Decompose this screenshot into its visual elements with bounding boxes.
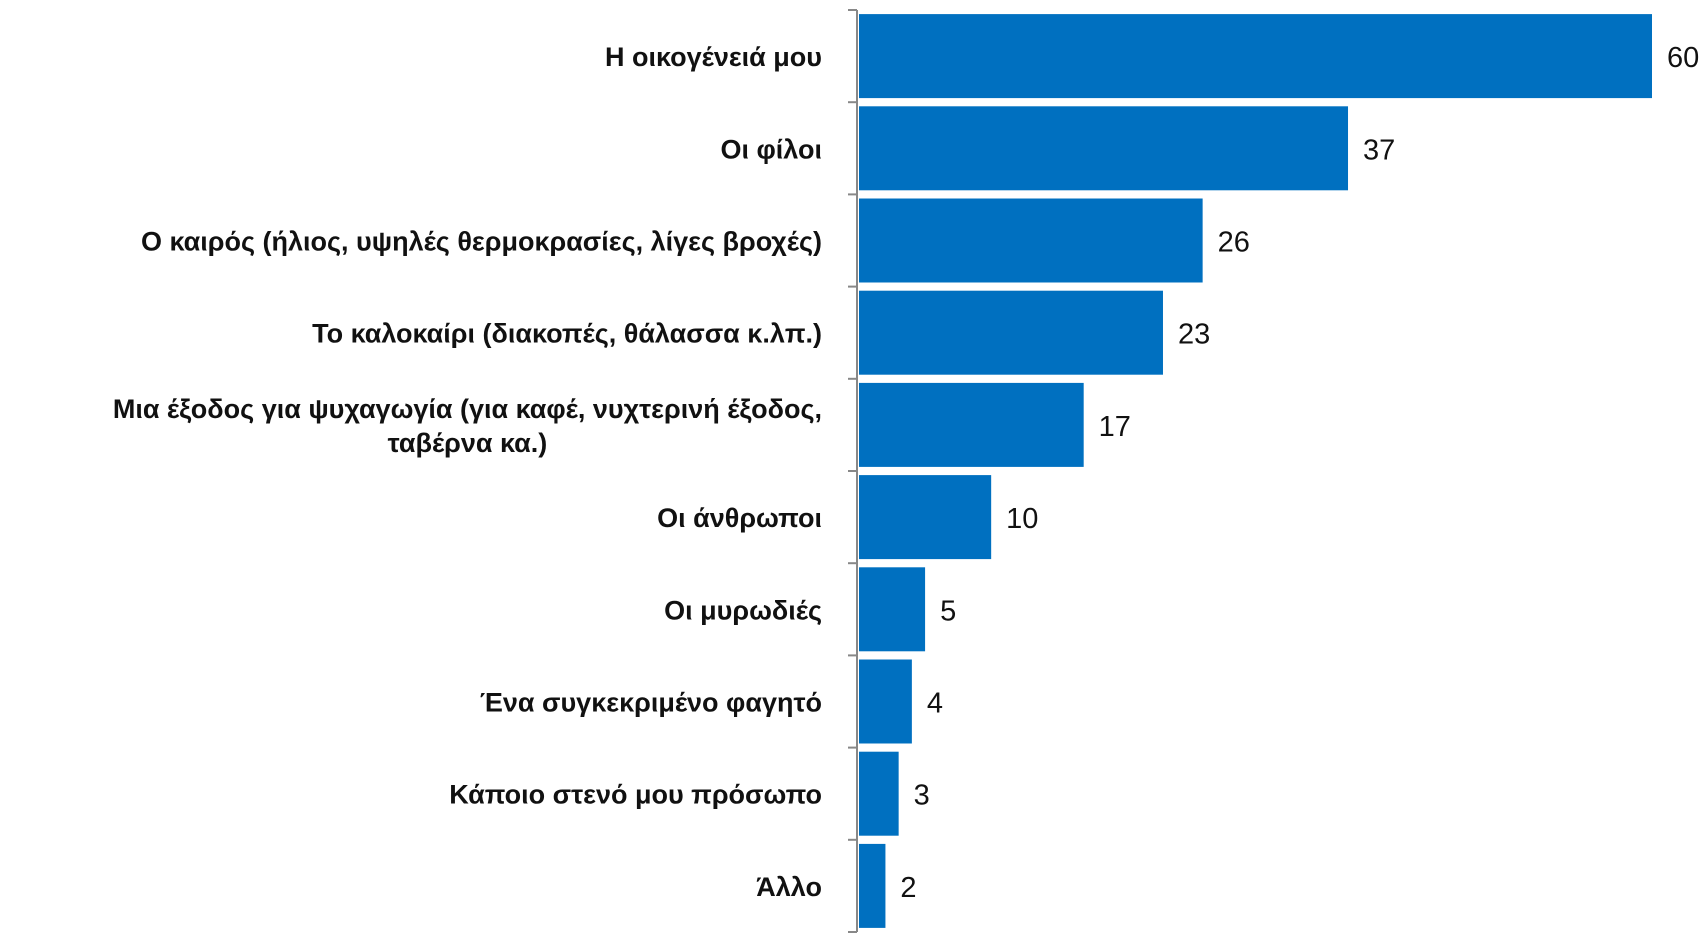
bar [859,567,926,652]
bar [859,751,899,836]
category-label: Οι φίλοι [720,134,822,164]
bar [859,843,886,928]
category-label: Μια έξοδος για ψυχαγωγία (για καφέ, νυχτ… [113,394,822,458]
category-label: Οι άνθρωποι [657,503,822,533]
category-label: Το καλοκαίρι (διακοπές, θάλασσα κ.λπ.) [312,319,822,349]
value-label: 26 [1218,227,1250,259]
category-label: Οι μυρωδιές [664,595,822,625]
value-label: 4 [927,688,943,720]
category-label: Ο καιρός (ήλιος, υψηλές θερμοκρασίες, λί… [141,227,822,257]
value-label: 60 [1667,42,1699,74]
bar [859,198,1203,283]
value-label: 5 [940,595,956,627]
value-label: 37 [1363,134,1395,166]
category-label: Η οικογένειά μου [605,42,822,72]
bar [859,659,912,744]
bar [859,290,1163,375]
category-label: Κάποιο στενό μου πρόσωπο [449,780,822,810]
category-label: Ένα συγκεκριμένο φαγητό [480,688,822,718]
bar [859,382,1084,467]
value-label: 23 [1178,319,1210,351]
category-label: Άλλο [756,872,822,902]
bar [859,106,1349,191]
value-label: 17 [1099,411,1131,443]
bar [859,14,1652,99]
bar [859,475,992,560]
value-label: 10 [1006,503,1038,535]
value-label: 3 [914,780,930,812]
value-label: 2 [900,872,916,904]
